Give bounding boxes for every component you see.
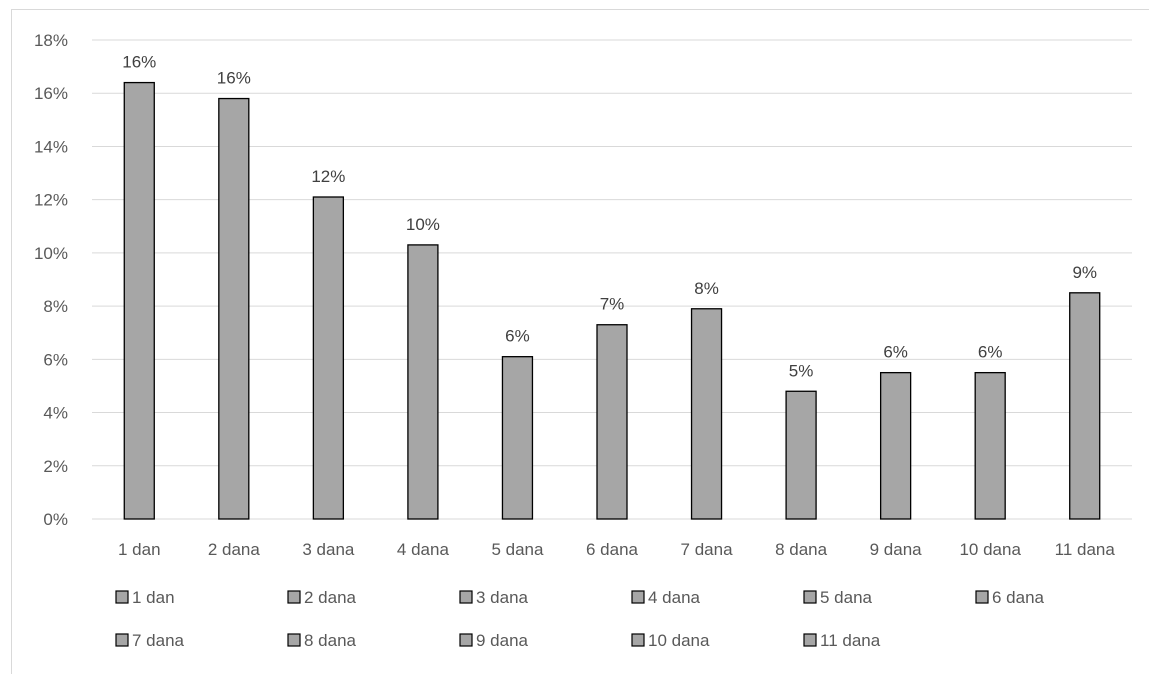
legend-swatch [115,633,129,647]
data-label: 6% [978,343,1003,362]
y-tick-label: 2% [43,457,68,476]
y-axis-tick-labels: 0% 2% 4% 6% 8% 10% 12% 14% 16% 18% [34,31,68,529]
legend-label: 4 dana [648,588,701,607]
legend-swatch [803,633,817,647]
legend-swatch [115,590,129,604]
legend-label: 10 dana [648,631,710,650]
data-label: 10% [406,215,440,234]
chart-frame [11,9,1149,674]
x-tick-label: 4 dana [397,540,450,559]
data-label: 7% [600,295,625,314]
x-tick-label: 11 dana [1055,540,1116,559]
bar [690,308,723,520]
x-tick-label: 8 dana [775,540,828,559]
y-tick-label: 16% [34,84,68,103]
x-tick-label: 2 dana [208,540,261,559]
legend-swatch [803,590,817,604]
bar [596,324,628,520]
data-label: 16% [217,69,251,88]
legend-swatch [459,633,473,647]
legend-label: 3 dana [476,588,529,607]
bar [218,97,250,520]
legend-swatch [287,590,301,604]
y-tick-label: 0% [43,510,68,529]
x-tick-label: 9 dana [870,540,923,559]
legend-label: 2 dana [304,588,357,607]
data-label: 12% [311,167,345,186]
data-label: 9% [1072,263,1097,282]
y-tick-label: 6% [43,350,68,369]
bar [879,371,912,520]
x-tick-label: 6 dana [586,540,639,559]
x-tick-label: 5 dana [491,540,544,559]
x-tick-label: 1 dan [118,540,161,559]
data-label: 6% [883,343,908,362]
legend-label: 1 dan [132,588,175,607]
legend-swatch [287,633,301,647]
x-axis-tick-labels: 1 dan 2 dana 3 dana 4 dana 5 dana 6 dana 7 dan… [118,540,1115,559]
y-tick-label: 18% [34,31,68,50]
bar [785,390,817,520]
y-tick-label: 4% [43,404,68,423]
y-tick-label: 8% [43,297,68,316]
data-label: 8% [694,279,719,298]
legend-swatch [459,590,473,604]
x-tick-label: 7 dana [681,540,734,559]
legend-label: 5 dana [820,588,873,607]
bar [1069,292,1101,520]
x-tick-label: 3 dana [302,540,355,559]
bar [312,196,345,520]
data-label: 5% [789,361,814,380]
bar [974,371,1006,520]
y-tick-label: 10% [34,244,68,263]
bar [501,356,534,520]
bars [123,81,1101,520]
y-tick-label: 14% [34,137,68,156]
legend-swatch [631,590,645,604]
data-label: 6% [505,327,530,346]
legend-label: 9 dana [476,631,529,650]
legend-swatch [631,633,645,647]
data-label: 16% [122,53,156,72]
legend-label: 7 dana [132,631,185,650]
bar [123,81,155,520]
x-tick-label: 10 dana [959,540,1021,559]
legend-swatch [975,590,989,604]
legend-label: 6 dana [992,588,1045,607]
y-tick-label: 12% [34,191,68,210]
legend-label: 11 dana [820,631,881,650]
legend: 1 dan 2 dana 3 dana 4 dana 5 dana 6 dana 7 dan… [115,588,1045,650]
data-labels: 16% 16% 12% 10% 6% 7% 8% 5% 6% 6% 9% [122,53,1097,381]
legend-label: 8 dana [304,631,357,650]
bar [407,244,439,520]
